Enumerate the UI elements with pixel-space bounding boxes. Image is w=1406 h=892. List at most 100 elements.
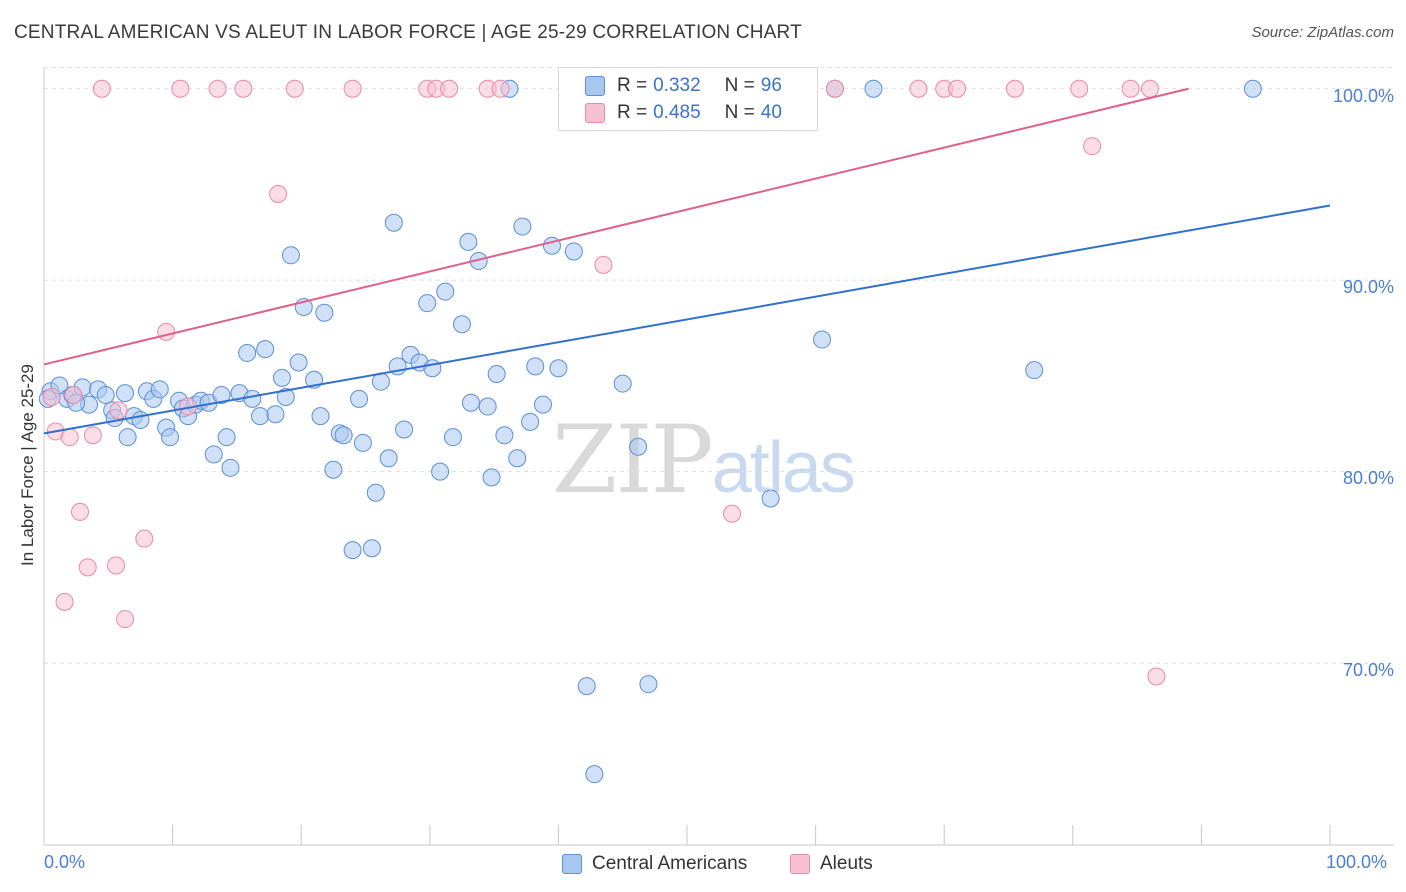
aleut-point — [1147, 667, 1166, 686]
legend-n-value: 96 — [760, 75, 782, 96]
aleut-point — [55, 592, 74, 611]
central-american-point — [813, 330, 832, 349]
central-american-point — [478, 397, 497, 416]
central-american-point — [238, 343, 257, 362]
watermark: ZIPatlas — [552, 406, 856, 515]
central-american-point — [251, 407, 270, 426]
central-american-point — [384, 213, 403, 232]
central-american-point — [459, 232, 478, 251]
central-american-point — [96, 386, 115, 405]
central-american-point — [639, 675, 658, 694]
bottom-legend-label: Aleuts — [820, 853, 873, 874]
legend-r-value: 0.332 — [653, 75, 701, 96]
legend-row-central-americans: R = 0.332 N = 96 — [585, 73, 786, 99]
central-american-point — [513, 217, 532, 236]
aleut-point — [285, 79, 304, 98]
central-american-point — [343, 541, 362, 560]
central-american-point — [334, 426, 353, 445]
central-american-point — [452, 315, 471, 334]
central-american-point — [577, 677, 596, 696]
aleut-point — [723, 504, 742, 523]
aleut-point — [107, 556, 126, 575]
aleut-point — [1140, 79, 1159, 98]
y-tick-label: 80.0% — [1342, 468, 1394, 488]
aleut-point — [83, 426, 102, 445]
aleut-point — [1083, 137, 1102, 156]
central-american-point — [212, 386, 231, 405]
bottom-legend-central-americans: Central Americans — [562, 852, 747, 876]
central-american-trendline — [43, 204, 1331, 435]
central-american-point — [549, 359, 568, 378]
y-axis-label: In Labor Force | Age 25-29 — [18, 364, 37, 566]
central-american-point — [315, 303, 334, 322]
chart-title: CENTRAL AMERICAN VS ALEUT IN LABOR FORCE… — [14, 22, 802, 43]
central-american-point — [150, 380, 169, 399]
central-american-point — [266, 405, 285, 424]
central-american-point — [217, 428, 236, 447]
central-american-point — [289, 353, 308, 372]
aleut-point — [135, 529, 154, 548]
central-american-point — [131, 410, 150, 429]
watermark-zip: ZIP — [552, 406, 714, 515]
aleut-point — [343, 79, 362, 98]
central-american-point — [487, 365, 506, 383]
aleut-point — [440, 79, 459, 98]
central-american-point — [118, 428, 137, 447]
central-american-point — [366, 483, 385, 502]
central-american-point — [243, 389, 262, 408]
central-american-point — [324, 460, 343, 479]
legend-n-value: 40 — [760, 102, 782, 123]
aleut-point — [171, 79, 190, 98]
aleut-point — [1070, 79, 1089, 98]
y-tick-label: 90.0% — [1342, 277, 1394, 297]
aleut-point — [71, 502, 90, 521]
central-american-point — [461, 393, 480, 412]
central-american-point — [272, 368, 291, 387]
central-american-point — [276, 387, 295, 406]
central-american-point — [431, 462, 450, 481]
aleut-point — [42, 387, 61, 406]
central-american-point — [564, 242, 583, 261]
central-american-point — [116, 384, 135, 403]
watermark-atlas: atlas — [711, 428, 856, 508]
aleut-point — [78, 558, 97, 577]
bottom-legend-label: Central Americans — [592, 853, 748, 874]
aleut-point — [909, 79, 928, 98]
legend: R = 0.332 N = 96 R = 0.485 N = 40 — [558, 67, 818, 131]
central-american-point — [311, 407, 330, 426]
legend-swatch-blue — [585, 76, 605, 96]
x-tick-label: 0.0% — [44, 852, 86, 872]
central-american-point — [761, 489, 780, 508]
bottom-legend-swatch-blue — [562, 854, 582, 874]
aleut-point — [157, 322, 176, 341]
central-american-point — [585, 765, 604, 784]
central-american-point — [495, 426, 514, 445]
aleut-point — [116, 610, 135, 629]
central-american-point — [350, 389, 369, 408]
aleut-point — [92, 79, 111, 98]
central-american-point — [256, 340, 275, 359]
bottom-legend-swatch-pink — [790, 854, 810, 874]
aleut-point — [594, 255, 613, 274]
aleut-point — [1121, 79, 1140, 98]
aleut-trendline — [43, 87, 1189, 366]
legend-row-aleuts: R = 0.485 N = 40 — [585, 100, 786, 126]
central-american-point — [161, 428, 180, 447]
central-american-point — [362, 539, 381, 558]
central-american-point — [526, 357, 545, 376]
legend-r-label: R = — [617, 75, 648, 96]
y-tick-label: 70.0% — [1342, 660, 1394, 680]
central-american-point — [521, 412, 540, 431]
central-american-point — [204, 445, 223, 464]
aleut-point — [269, 185, 288, 204]
aleut-point — [948, 79, 967, 98]
central-american-point — [418, 294, 437, 313]
x-tick-label: 100.0% — [1326, 852, 1388, 872]
aleut-point — [60, 428, 79, 447]
aleut-point — [825, 79, 844, 98]
source-credit: Source: ZipAtlas.com — [1251, 24, 1394, 41]
aleut-point — [1005, 79, 1024, 98]
central-american-point — [613, 374, 632, 393]
central-american-point — [508, 449, 527, 468]
